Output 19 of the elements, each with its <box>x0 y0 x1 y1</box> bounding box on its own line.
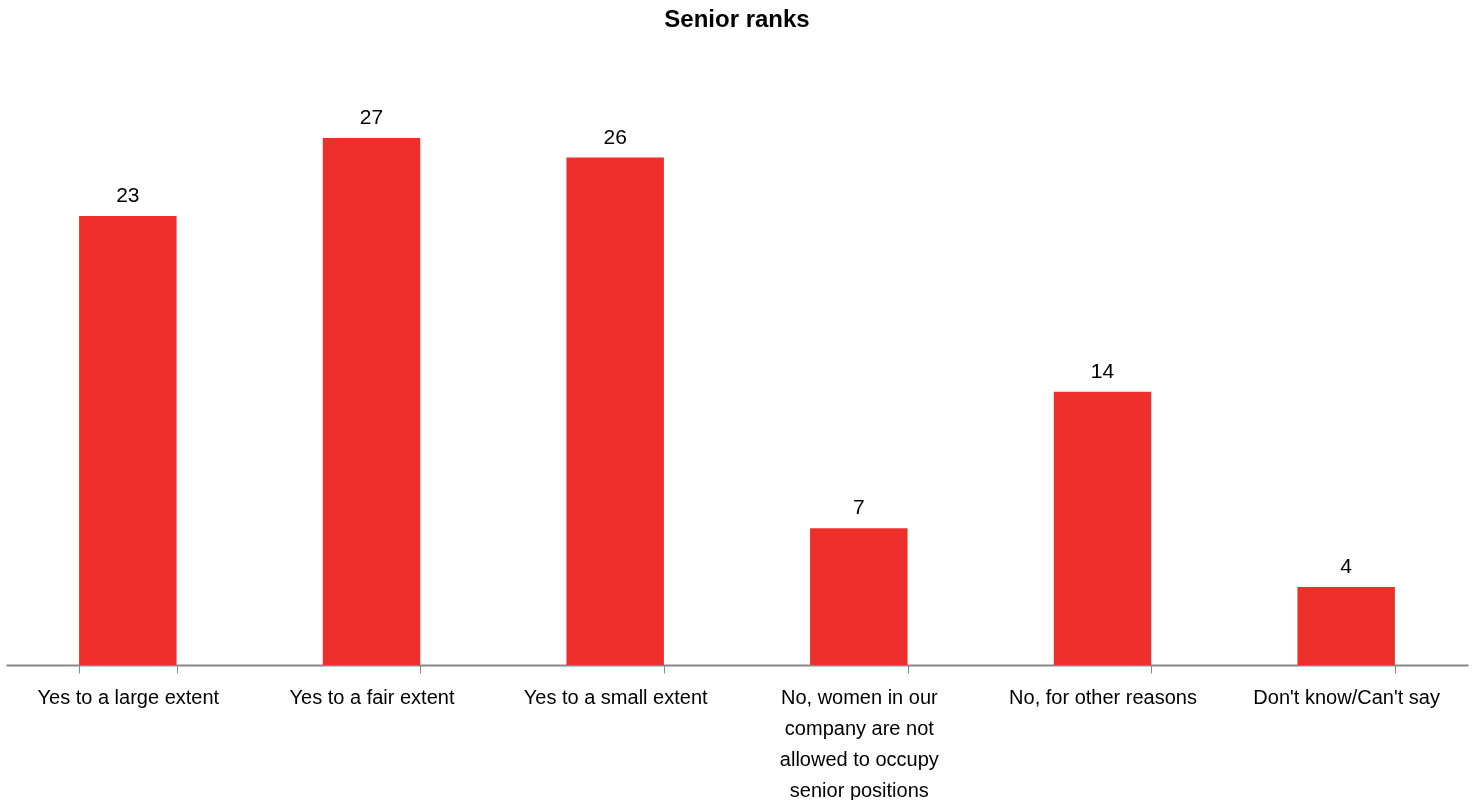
data-label: 23 <box>116 183 140 207</box>
chart-title: Senior ranks <box>664 5 810 32</box>
data-label: 27 <box>359 105 384 128</box>
bar <box>810 528 908 665</box>
bar <box>566 157 664 665</box>
x-tick-label: Yes to a large extent <box>37 685 220 708</box>
data-label: 7 <box>852 495 865 519</box>
x-tick-label: No, women in our company are not allowed to occupy senior positions <box>779 685 939 801</box>
bar <box>79 216 177 665</box>
x-tick-label: Don't know/Can't say <box>1253 685 1440 708</box>
x-tick-label: Yes to a small extent <box>523 685 709 708</box>
x-tick-label: Yes to a fair extent <box>289 685 455 708</box>
bar <box>1053 391 1152 665</box>
bar <box>1297 586 1395 665</box>
data-label: 26 <box>603 124 627 148</box>
data-label: 4 <box>1340 553 1353 577</box>
bar <box>322 138 421 665</box>
data-label: 14 <box>1090 358 1115 382</box>
x-tick-label: No, for other reasons <box>1009 685 1197 708</box>
